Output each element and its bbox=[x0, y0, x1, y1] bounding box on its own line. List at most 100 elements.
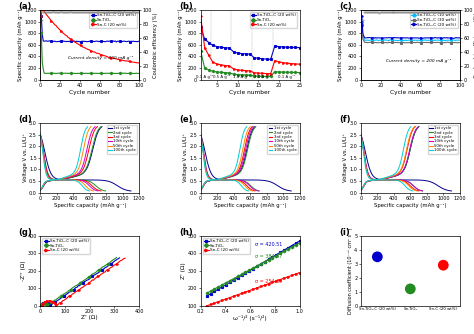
Point bbox=[41, 9, 49, 14]
Legend: 1st cycle, 2nd cycle, 3rd cycle, 10th cycle, 50th cycle, 100th cycle: 1st cycle, 2nd cycle, 3rd cycle, 10th cy… bbox=[267, 125, 298, 154]
Point bbox=[103, 9, 110, 14]
Point bbox=[136, 9, 143, 14]
Point bbox=[433, 9, 441, 14]
Point bbox=[78, 9, 86, 14]
Legend: Sn-TiO₂-C (20 wt%), Sn-TiO₂, Sn-C (20 wt%): Sn-TiO₂-C (20 wt%), Sn-TiO₂, Sn-C (20 wt… bbox=[250, 12, 297, 28]
Point bbox=[100, 9, 108, 14]
Point bbox=[374, 9, 382, 14]
Point bbox=[128, 9, 135, 14]
Point bbox=[102, 9, 109, 15]
Point bbox=[363, 9, 371, 15]
Point bbox=[82, 9, 90, 15]
Point bbox=[397, 9, 404, 15]
X-axis label: Specific capacity (mAh g⁻¹): Specific capacity (mAh g⁻¹) bbox=[374, 202, 447, 207]
Point bbox=[384, 9, 392, 15]
Point bbox=[56, 9, 64, 14]
Point bbox=[445, 9, 453, 15]
Point bbox=[367, 10, 374, 15]
Point bbox=[441, 10, 449, 15]
Point bbox=[414, 10, 422, 15]
Point bbox=[401, 9, 408, 15]
Point bbox=[386, 9, 393, 15]
Point bbox=[99, 9, 106, 14]
Point bbox=[124, 9, 131, 15]
Point bbox=[381, 9, 388, 15]
Point bbox=[409, 10, 416, 15]
Point bbox=[122, 9, 129, 15]
Point bbox=[55, 9, 62, 14]
Point bbox=[428, 9, 436, 14]
Point bbox=[358, 32, 365, 37]
Point bbox=[410, 9, 417, 15]
Point bbox=[107, 9, 114, 14]
Text: (d): (d) bbox=[18, 115, 32, 124]
Point bbox=[420, 10, 428, 15]
Point bbox=[369, 10, 376, 15]
Point bbox=[429, 9, 437, 15]
Point bbox=[418, 10, 425, 15]
Point bbox=[439, 9, 447, 15]
Point bbox=[387, 9, 394, 15]
Point bbox=[440, 9, 448, 15]
Text: 0.5 A g⁻¹: 0.5 A g⁻¹ bbox=[212, 74, 230, 78]
Point bbox=[408, 10, 415, 15]
Point bbox=[450, 9, 457, 15]
Point bbox=[92, 9, 100, 14]
Point bbox=[392, 9, 400, 15]
Point bbox=[47, 9, 55, 14]
Point bbox=[71, 9, 79, 14]
Point bbox=[443, 9, 451, 15]
Legend: Sn-TiO₂-C (20 wt%), Sn-TiO₂, Sn-C (20 wt%): Sn-TiO₂-C (20 wt%), Sn-TiO₂, Sn-C (20 wt… bbox=[203, 238, 250, 254]
Point bbox=[109, 9, 117, 14]
Text: σ = 254.09: σ = 254.09 bbox=[255, 279, 282, 284]
Point bbox=[370, 10, 377, 15]
Point bbox=[48, 9, 56, 14]
Point bbox=[108, 9, 115, 14]
Point bbox=[448, 9, 456, 15]
Y-axis label: Specific capacity (mAh g⁻¹): Specific capacity (mAh g⁻¹) bbox=[18, 9, 23, 81]
Point bbox=[116, 9, 123, 14]
Point bbox=[372, 9, 380, 15]
Point bbox=[52, 9, 60, 14]
Point bbox=[402, 9, 410, 15]
Point bbox=[59, 9, 67, 14]
Text: (g): (g) bbox=[18, 227, 32, 236]
Point bbox=[96, 9, 103, 14]
Point bbox=[87, 9, 94, 15]
Point bbox=[134, 9, 141, 14]
Point bbox=[117, 9, 124, 14]
Point bbox=[53, 9, 61, 14]
Point bbox=[77, 9, 85, 14]
Point bbox=[93, 9, 100, 14]
Point bbox=[401, 9, 409, 15]
Text: 0.1 A g⁻¹: 0.1 A g⁻¹ bbox=[278, 74, 296, 78]
Point bbox=[75, 9, 82, 14]
Point bbox=[125, 10, 132, 15]
Point bbox=[130, 9, 138, 14]
Point bbox=[49, 9, 57, 14]
Point bbox=[98, 9, 105, 15]
Point bbox=[95, 9, 102, 14]
Y-axis label: Voltage V vs. Li/Li⁺: Voltage V vs. Li/Li⁺ bbox=[343, 133, 348, 182]
Text: (a): (a) bbox=[18, 2, 32, 11]
Point bbox=[395, 10, 402, 15]
Point bbox=[118, 9, 126, 14]
Point bbox=[422, 9, 430, 15]
Y-axis label: Voltage V vs. Li/Li⁺: Voltage V vs. Li/Li⁺ bbox=[183, 133, 188, 182]
Point bbox=[85, 9, 92, 14]
Point bbox=[404, 9, 412, 14]
Point bbox=[424, 10, 432, 15]
Point bbox=[46, 9, 54, 14]
Point bbox=[399, 9, 406, 15]
Point bbox=[435, 9, 443, 14]
Point bbox=[407, 286, 414, 292]
Point bbox=[432, 9, 440, 15]
Point bbox=[60, 9, 68, 14]
Point bbox=[437, 10, 445, 15]
Point bbox=[378, 9, 385, 15]
Point bbox=[46, 9, 53, 14]
Point bbox=[40, 9, 48, 14]
Point bbox=[431, 10, 439, 15]
Point bbox=[394, 9, 401, 15]
Point bbox=[365, 9, 373, 15]
